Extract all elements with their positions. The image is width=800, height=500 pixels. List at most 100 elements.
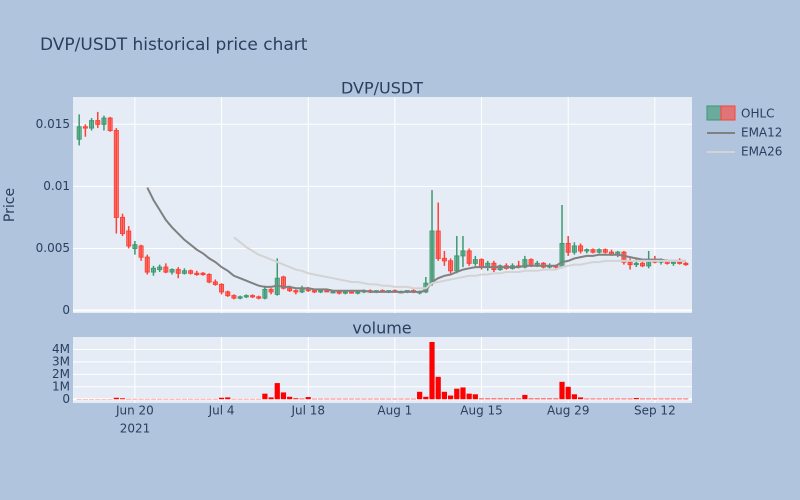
candle-body — [243, 295, 249, 298]
candle-body — [107, 117, 113, 132]
volume-bar — [627, 398, 633, 400]
volume-bar — [274, 383, 280, 400]
volume-bar — [652, 398, 658, 400]
y-tick-label: 4M — [52, 342, 70, 356]
volume-bar — [119, 398, 126, 400]
candle-body — [336, 291, 342, 294]
volume-bar — [497, 398, 503, 400]
volume-bar — [522, 394, 528, 400]
candle-body — [596, 249, 602, 253]
x-tick-label: Aug 15 — [460, 404, 503, 418]
candle-body — [466, 250, 472, 264]
volume-bar — [683, 398, 689, 400]
candle-body — [318, 290, 324, 293]
candle-body — [324, 290, 330, 293]
volume-bar — [528, 398, 534, 400]
candle-body — [633, 262, 639, 266]
volume-bar — [225, 397, 231, 400]
candle-body — [683, 262, 689, 266]
candle-body — [677, 261, 683, 264]
candle-body — [602, 249, 608, 253]
candle-body — [627, 261, 633, 266]
y-tick-label: 2M — [52, 367, 70, 381]
volume-bar — [540, 398, 547, 400]
legend-label: OHLC — [741, 107, 775, 121]
x-tick-label: Jul 4 — [208, 404, 235, 418]
volume-bar — [466, 393, 472, 400]
volume-bar — [305, 397, 311, 400]
volume-bar — [441, 391, 447, 400]
volume-bar — [299, 398, 305, 400]
volume-bar — [621, 398, 627, 400]
candle-body — [639, 262, 645, 267]
volume-bar — [602, 398, 608, 400]
x-tick-label: Aug 1 — [377, 404, 412, 418]
candle-body — [571, 245, 577, 253]
candle-body — [472, 259, 478, 264]
y-tick-label: 0.015 — [36, 117, 70, 131]
volume-bar — [509, 398, 516, 400]
x-tick-label: Jun 20 — [115, 404, 154, 418]
volume-bar — [565, 386, 571, 400]
volume-bar — [293, 398, 299, 400]
candle-body — [342, 291, 348, 294]
ema-line — [233, 236, 686, 290]
volume-bar — [553, 398, 559, 400]
candle-body — [138, 245, 144, 258]
candle-body — [144, 256, 150, 273]
volume-bar — [633, 398, 639, 400]
candle-body — [132, 244, 138, 249]
volume-plot-area — [73, 337, 692, 403]
candle-body — [330, 291, 336, 294]
y-tick-label: 1M — [52, 379, 70, 393]
candle-body — [231, 295, 237, 299]
volume-bar — [646, 398, 652, 400]
price-plot-area — [73, 97, 692, 313]
x-tick-year: 2021 — [120, 422, 151, 436]
candle-body — [188, 270, 194, 274]
volume-bar — [262, 393, 268, 400]
candle-body — [293, 290, 299, 293]
candle-body — [435, 230, 441, 259]
volume-bar — [590, 398, 596, 400]
volume-bar — [596, 398, 602, 400]
candle-body — [206, 274, 212, 283]
volume-bar — [571, 394, 577, 400]
candle-body — [287, 287, 293, 292]
volume-bar — [280, 392, 287, 400]
x-tick-label: Jul 18 — [290, 404, 325, 418]
volume-bar — [287, 396, 293, 400]
volume-bar — [584, 398, 590, 400]
volume-bar — [577, 397, 584, 400]
subplot-title: DVP/USDT — [341, 79, 423, 98]
candle-body — [163, 266, 169, 273]
volume-bar — [485, 398, 491, 400]
volume-bar — [454, 388, 460, 400]
volume-bar — [417, 391, 423, 400]
volume-bar — [639, 398, 646, 400]
volume-bar — [460, 387, 466, 400]
volume-bar — [615, 398, 621, 400]
candle-body — [225, 291, 231, 297]
candle-body — [578, 245, 584, 252]
volume-bar — [423, 396, 429, 400]
volume-bar — [447, 395, 454, 400]
candle-body — [448, 260, 454, 272]
y-tick-label: 0.01 — [43, 179, 70, 193]
candle-body — [256, 296, 262, 299]
volume-bar — [664, 398, 670, 400]
volume-bar — [559, 381, 565, 400]
volume-bar — [534, 398, 540, 400]
candle-body — [169, 269, 175, 273]
volume-bar — [677, 398, 683, 400]
volume-bar — [608, 398, 615, 400]
candle-body — [584, 249, 590, 252]
y-tick-label: 0 — [62, 392, 70, 406]
candle-body — [429, 230, 435, 284]
legend-icon-increasing — [706, 105, 722, 121]
candle-body — [113, 130, 119, 218]
candle-body — [268, 288, 274, 293]
candle-body — [126, 230, 132, 247]
